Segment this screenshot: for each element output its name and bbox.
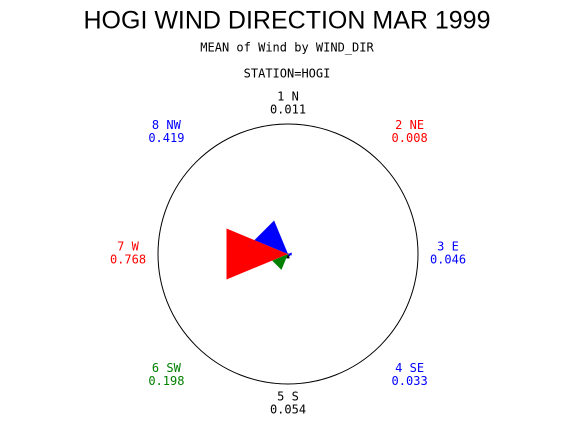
wedge	[287, 253, 289, 254]
direction-label: 4 SE	[395, 361, 424, 375]
direction-label: 7 W	[117, 240, 139, 254]
chart-subtitle: MEAN of Wind by WIND_DIR	[200, 41, 374, 55]
value-label: 0.054	[270, 403, 306, 417]
rose-circle	[157, 123, 419, 385]
group-label: STATION=HOGI	[244, 67, 331, 81]
direction-label: 3 E	[437, 240, 459, 254]
value-label: 0.011	[270, 103, 306, 117]
direction-label: 2 NE	[395, 118, 424, 132]
value-label: 0.033	[392, 374, 428, 388]
wedge	[288, 252, 292, 256]
wedge	[272, 254, 288, 270]
value-label: 0.198	[148, 374, 184, 388]
value-label: 0.008	[392, 131, 428, 145]
wedge	[254, 220, 288, 254]
direction-label: 6 SW	[152, 361, 182, 375]
chart-title: HOGI WIND DIRECTION MAR 1999	[84, 7, 491, 35]
value-label: 0.046	[430, 253, 466, 267]
direction-label: 5 S	[277, 390, 299, 404]
direction-label: 8 NW	[152, 118, 182, 132]
direction-label: 1 N	[277, 90, 299, 104]
wedge	[226, 228, 288, 280]
wedge	[288, 253, 289, 254]
wedge	[286, 254, 290, 259]
value-label: 0.768	[110, 253, 146, 267]
wedge	[288, 254, 291, 257]
value-label: 0.419	[148, 131, 184, 145]
